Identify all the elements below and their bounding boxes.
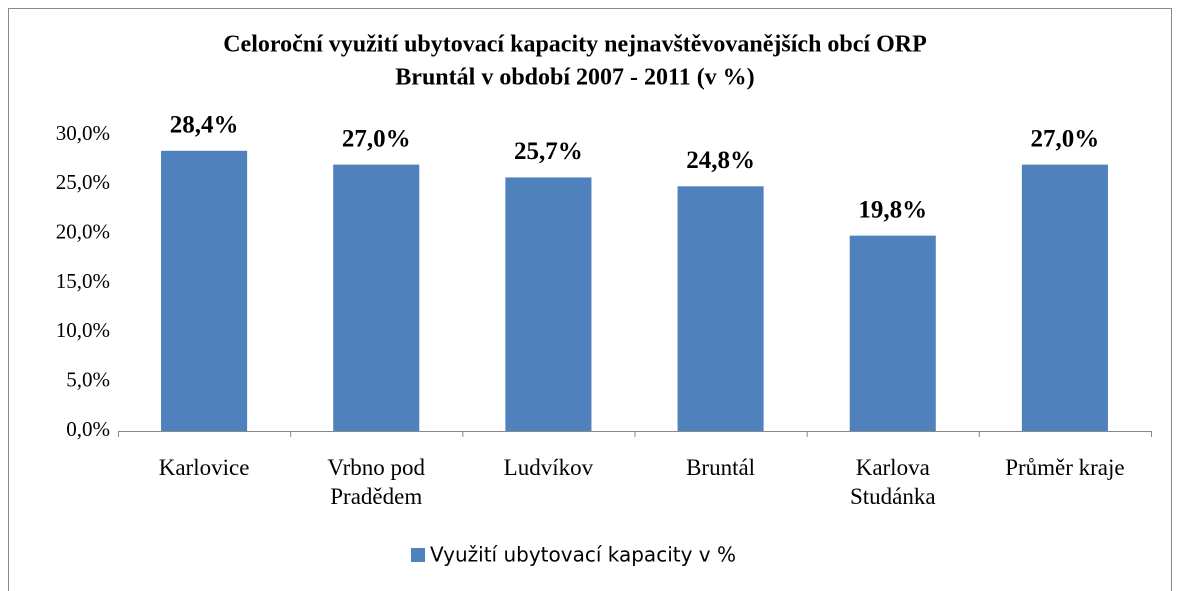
y-tick-label: 25,0% — [56, 170, 110, 194]
data-label: 28,4% — [170, 112, 239, 139]
x-tick-label: Průměr kraje — [1005, 455, 1125, 480]
bar — [505, 177, 592, 431]
data-label: 24,8% — [686, 147, 755, 174]
y-tick-label: 0,0% — [66, 417, 110, 441]
y-tick-label: 20,0% — [56, 219, 110, 243]
y-tick-label: 15,0% — [56, 269, 110, 293]
legend-swatch — [411, 548, 425, 562]
data-label: 25,7% — [514, 138, 583, 165]
x-tick-label: Bruntál — [686, 455, 756, 480]
y-tick-label: 10,0% — [56, 318, 110, 342]
bar — [333, 164, 420, 431]
bar — [161, 150, 248, 431]
chart-title: Bruntál v období 2007 - 2011 (v %) — [395, 65, 754, 91]
data-label: 19,8% — [858, 196, 927, 223]
y-tick-label: 30,0% — [56, 121, 110, 145]
data-label: 27,0% — [342, 125, 411, 152]
legend-label: Využití ubytovací kapacity v % — [430, 543, 736, 567]
y-tick-label: 5,0% — [66, 367, 110, 391]
x-tick-label: Vrbno pod Pradědem — [327, 455, 426, 509]
bar — [849, 235, 936, 431]
x-tick-label: Karlova Studánka — [849, 455, 936, 509]
chart-title: Celoroční využití ubytovací kapacity nej… — [223, 32, 927, 58]
x-tick-label: Karlovice — [158, 455, 250, 480]
bar — [1021, 164, 1108, 431]
bar — [677, 186, 764, 431]
x-tick-label: Ludvíkov — [503, 455, 594, 480]
data-label: 27,0% — [1031, 125, 1100, 152]
